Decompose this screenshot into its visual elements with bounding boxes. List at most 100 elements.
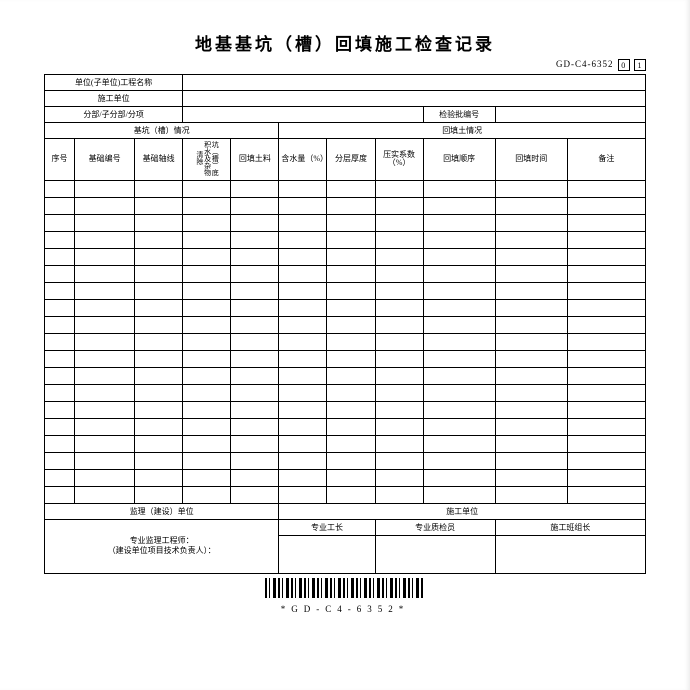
cell[interactable] bbox=[423, 452, 495, 469]
cell[interactable] bbox=[327, 316, 375, 333]
cell[interactable] bbox=[183, 282, 231, 299]
cell[interactable] bbox=[567, 435, 645, 452]
cell[interactable] bbox=[75, 469, 135, 486]
cell[interactable] bbox=[279, 435, 327, 452]
cell[interactable] bbox=[45, 197, 75, 214]
cell[interactable] bbox=[183, 401, 231, 418]
cell[interactable] bbox=[135, 333, 183, 350]
cell[interactable] bbox=[45, 333, 75, 350]
cell[interactable] bbox=[567, 452, 645, 469]
cell[interactable] bbox=[183, 265, 231, 282]
cell[interactable] bbox=[75, 180, 135, 197]
cell[interactable] bbox=[567, 197, 645, 214]
hdr-section-value[interactable] bbox=[183, 107, 423, 123]
cell[interactable] bbox=[45, 469, 75, 486]
cell[interactable] bbox=[135, 248, 183, 265]
cell[interactable] bbox=[75, 231, 135, 248]
cell[interactable] bbox=[279, 265, 327, 282]
cell[interactable] bbox=[423, 231, 495, 248]
cell[interactable] bbox=[423, 486, 495, 503]
cell[interactable] bbox=[495, 435, 567, 452]
sign-0[interactable] bbox=[279, 535, 375, 573]
cell[interactable] bbox=[495, 197, 567, 214]
cell[interactable] bbox=[375, 282, 423, 299]
cell[interactable] bbox=[231, 350, 279, 367]
cell[interactable] bbox=[183, 248, 231, 265]
cell[interactable] bbox=[495, 248, 567, 265]
cell[interactable] bbox=[327, 401, 375, 418]
cell[interactable] bbox=[327, 486, 375, 503]
cell[interactable] bbox=[231, 316, 279, 333]
cell[interactable] bbox=[423, 316, 495, 333]
cell[interactable] bbox=[375, 486, 423, 503]
cell[interactable] bbox=[75, 418, 135, 435]
cell[interactable] bbox=[45, 299, 75, 316]
cell[interactable] bbox=[231, 469, 279, 486]
cell[interactable] bbox=[45, 401, 75, 418]
cell[interactable] bbox=[327, 435, 375, 452]
cell[interactable] bbox=[495, 299, 567, 316]
cell[interactable] bbox=[75, 401, 135, 418]
cell[interactable] bbox=[183, 197, 231, 214]
cell[interactable] bbox=[327, 418, 375, 435]
cell[interactable] bbox=[567, 316, 645, 333]
cell[interactable] bbox=[231, 248, 279, 265]
cell[interactable] bbox=[423, 469, 495, 486]
cell[interactable] bbox=[495, 282, 567, 299]
cell[interactable] bbox=[495, 384, 567, 401]
cell[interactable] bbox=[375, 452, 423, 469]
cell[interactable] bbox=[135, 214, 183, 231]
cell[interactable] bbox=[231, 435, 279, 452]
cell[interactable] bbox=[567, 333, 645, 350]
cell[interactable] bbox=[495, 333, 567, 350]
cell[interactable] bbox=[495, 231, 567, 248]
cell[interactable] bbox=[423, 214, 495, 231]
cell[interactable] bbox=[567, 299, 645, 316]
cell[interactable] bbox=[375, 197, 423, 214]
cell[interactable] bbox=[279, 486, 327, 503]
cell[interactable] bbox=[327, 299, 375, 316]
cell[interactable] bbox=[45, 452, 75, 469]
cell[interactable] bbox=[327, 197, 375, 214]
cell[interactable] bbox=[183, 367, 231, 384]
cell[interactable] bbox=[423, 435, 495, 452]
cell[interactable] bbox=[567, 469, 645, 486]
cell[interactable] bbox=[495, 367, 567, 384]
cell[interactable] bbox=[231, 231, 279, 248]
cell[interactable] bbox=[135, 452, 183, 469]
cell[interactable] bbox=[231, 333, 279, 350]
cell[interactable] bbox=[135, 486, 183, 503]
cell[interactable] bbox=[375, 435, 423, 452]
cell[interactable] bbox=[375, 469, 423, 486]
cell[interactable] bbox=[423, 384, 495, 401]
sign-2[interactable] bbox=[495, 535, 645, 573]
cell[interactable] bbox=[45, 214, 75, 231]
cell[interactable] bbox=[45, 418, 75, 435]
cell[interactable] bbox=[183, 469, 231, 486]
hdr-construct-value[interactable] bbox=[183, 91, 646, 107]
cell[interactable] bbox=[327, 333, 375, 350]
cell[interactable] bbox=[45, 350, 75, 367]
cell[interactable] bbox=[327, 248, 375, 265]
cell[interactable] bbox=[495, 486, 567, 503]
cell[interactable] bbox=[279, 452, 327, 469]
cell[interactable] bbox=[135, 401, 183, 418]
cell[interactable] bbox=[423, 401, 495, 418]
cell[interactable] bbox=[279, 231, 327, 248]
cell[interactable] bbox=[567, 231, 645, 248]
cell[interactable] bbox=[183, 435, 231, 452]
cell[interactable] bbox=[327, 469, 375, 486]
cell[interactable] bbox=[45, 231, 75, 248]
cell[interactable] bbox=[45, 367, 75, 384]
sign-1[interactable] bbox=[375, 535, 495, 573]
cell[interactable] bbox=[495, 214, 567, 231]
cell[interactable] bbox=[567, 486, 645, 503]
cell[interactable] bbox=[75, 248, 135, 265]
cell[interactable] bbox=[495, 265, 567, 282]
cell[interactable] bbox=[495, 316, 567, 333]
cell[interactable] bbox=[423, 248, 495, 265]
cell[interactable] bbox=[183, 350, 231, 367]
cell[interactable] bbox=[135, 282, 183, 299]
cell[interactable] bbox=[327, 231, 375, 248]
cell[interactable] bbox=[135, 350, 183, 367]
